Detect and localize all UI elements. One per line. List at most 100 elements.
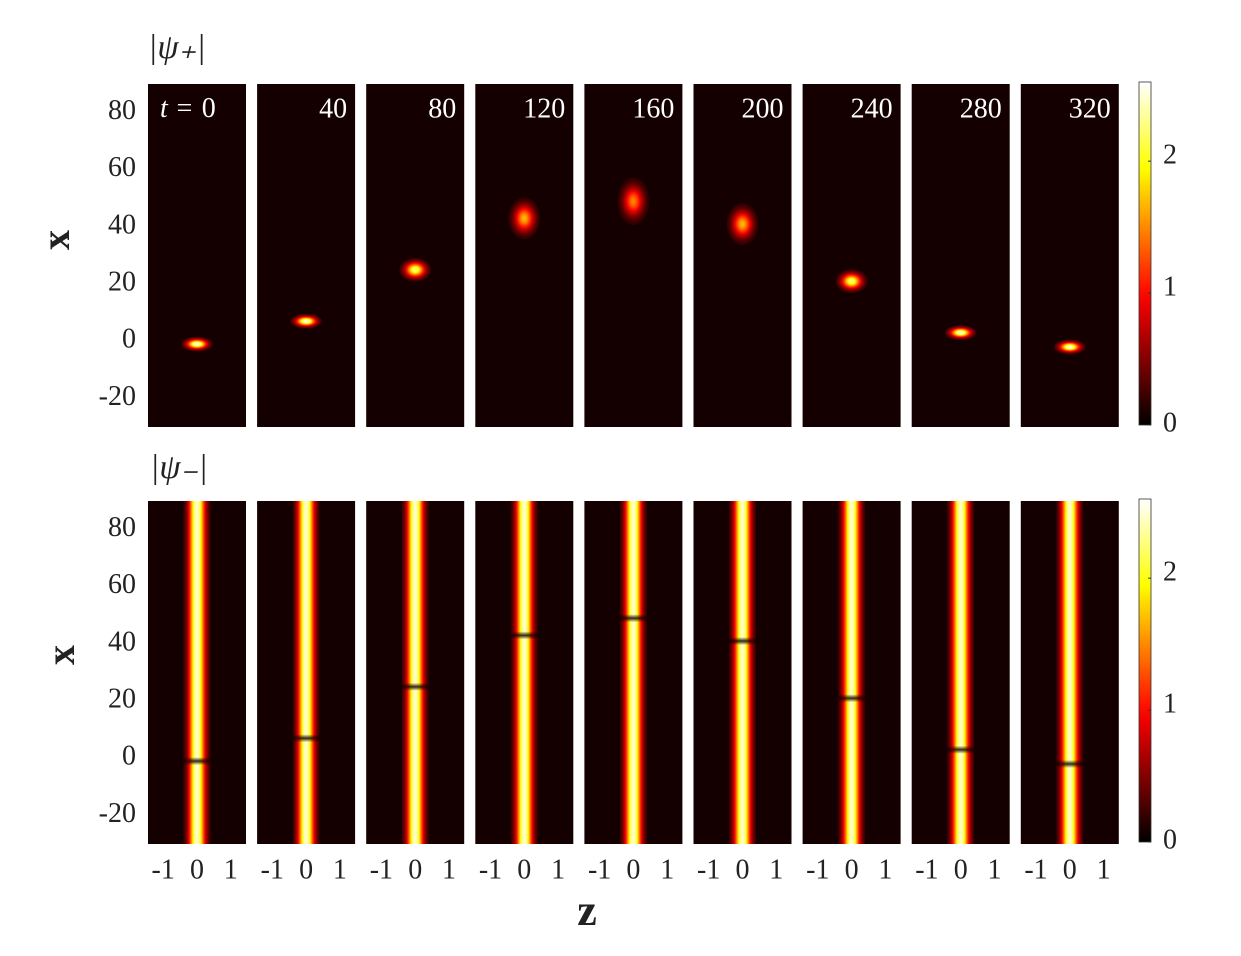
x-tick-label: 0	[736, 854, 750, 885]
x-tick-label: 0	[408, 854, 422, 885]
soliton-peak	[508, 197, 541, 240]
colorbar	[1138, 81, 1152, 426]
x-axis-label: z	[577, 886, 597, 935]
x-tick-label: -1	[915, 854, 938, 885]
soliton-peak	[726, 203, 759, 246]
y-tick-label: -20	[99, 381, 136, 412]
dark-notch	[1056, 759, 1084, 768]
soliton-peak	[835, 269, 868, 294]
x-tick-label: -1	[261, 854, 284, 885]
dark-notch	[838, 694, 866, 703]
x-tick-label: 0	[1063, 854, 1077, 885]
colorbar	[1138, 498, 1152, 843]
x-tick-label: -1	[588, 854, 611, 885]
background-stripe	[947, 501, 975, 844]
y-tick-label: -20	[99, 798, 136, 829]
row-label: |ψ₊|	[148, 29, 206, 66]
background-stripe	[401, 501, 429, 844]
dark-notch	[619, 614, 647, 623]
y-axis-label: x	[38, 645, 83, 665]
x-tick-label: 0	[626, 854, 640, 885]
x-tick-label: -1	[697, 854, 720, 885]
dark-notch	[510, 631, 538, 640]
panel	[1020, 84, 1119, 427]
y-tick-label: 20	[108, 684, 136, 715]
soliton-peak	[290, 313, 323, 329]
time-label: 320	[1069, 93, 1111, 124]
x-tick-label: -1	[806, 854, 829, 885]
x-tick-label: 1	[987, 854, 1001, 885]
background-stripe	[838, 501, 866, 844]
x-tick-label: 1	[333, 854, 347, 885]
colorbar-tick-label: 2	[1163, 557, 1177, 588]
time-label: 160	[632, 93, 674, 124]
dark-notch	[728, 637, 757, 646]
dark-notch	[183, 757, 211, 766]
x-tick-label: -1	[152, 854, 175, 885]
time-label: 240	[851, 93, 893, 124]
x-tick-label: 0	[517, 854, 531, 885]
x-tick-label: 1	[551, 854, 565, 885]
background-stripe	[1056, 501, 1084, 844]
dark-notch	[292, 734, 320, 743]
x-tick-label: 0	[190, 854, 204, 885]
colorbar-tick-label: 0	[1163, 824, 1177, 855]
dark-notch	[947, 745, 975, 754]
panel	[148, 84, 246, 427]
time-value: 0	[202, 93, 216, 124]
row-label: |ψ₋|	[150, 449, 208, 486]
soliton-peak	[617, 177, 650, 226]
y-tick-label: 40	[108, 209, 136, 240]
background-stripe	[728, 501, 757, 844]
panel	[257, 84, 356, 427]
soliton-peak	[399, 257, 432, 282]
y-tick-label: 60	[108, 152, 136, 183]
time-label: t = 0	[160, 93, 216, 124]
panel	[584, 84, 683, 427]
y-tick-label: 80	[108, 512, 136, 543]
panel	[693, 84, 792, 427]
x-tick-label: 0	[299, 854, 313, 885]
y-tick-label: 40	[108, 626, 136, 657]
x-tick-label: 1	[1097, 854, 1111, 885]
x-tick-label: 1	[442, 854, 456, 885]
y-tick-label: 60	[108, 569, 136, 600]
panel	[475, 84, 574, 427]
x-tick-label: 1	[769, 854, 783, 885]
colorbar-tick-label: 1	[1163, 688, 1177, 719]
y-tick-label: 0	[122, 324, 136, 355]
soliton-peak	[1053, 339, 1086, 355]
background-stripe	[183, 501, 211, 844]
x-tick-label: -1	[1024, 854, 1047, 885]
time-label: 200	[742, 93, 784, 124]
y-tick-label: 0	[122, 741, 136, 772]
soliton-peak	[944, 325, 977, 341]
panel	[366, 84, 465, 427]
background-stripe	[619, 501, 647, 844]
dark-notch	[401, 682, 429, 691]
x-tick-label: 1	[660, 854, 674, 885]
x-tick-label: 1	[224, 854, 238, 885]
x-tick-label: -1	[479, 854, 502, 885]
y-tick-label: 80	[108, 95, 136, 126]
time-label: 80	[428, 93, 456, 124]
time-label: 280	[960, 93, 1002, 124]
background-stripe	[292, 501, 320, 844]
colorbar-tick-label: 1	[1163, 271, 1177, 302]
panel	[802, 84, 901, 427]
time-prefix: t =	[160, 93, 194, 124]
time-label: 120	[523, 93, 565, 124]
time-label: 40	[319, 93, 347, 124]
x-tick-label: 1	[878, 854, 892, 885]
colorbar-tick-label: 0	[1163, 407, 1177, 438]
y-axis-label: x	[33, 230, 78, 250]
colorbar-tick-label: 2	[1163, 140, 1177, 171]
x-tick-label: 0	[845, 854, 859, 885]
soliton-peak	[181, 336, 213, 352]
panel	[911, 84, 1010, 427]
x-tick-label: -1	[370, 854, 393, 885]
x-tick-label: 0	[954, 854, 968, 885]
background-stripe	[510, 501, 538, 844]
y-tick-label: 20	[108, 267, 136, 298]
